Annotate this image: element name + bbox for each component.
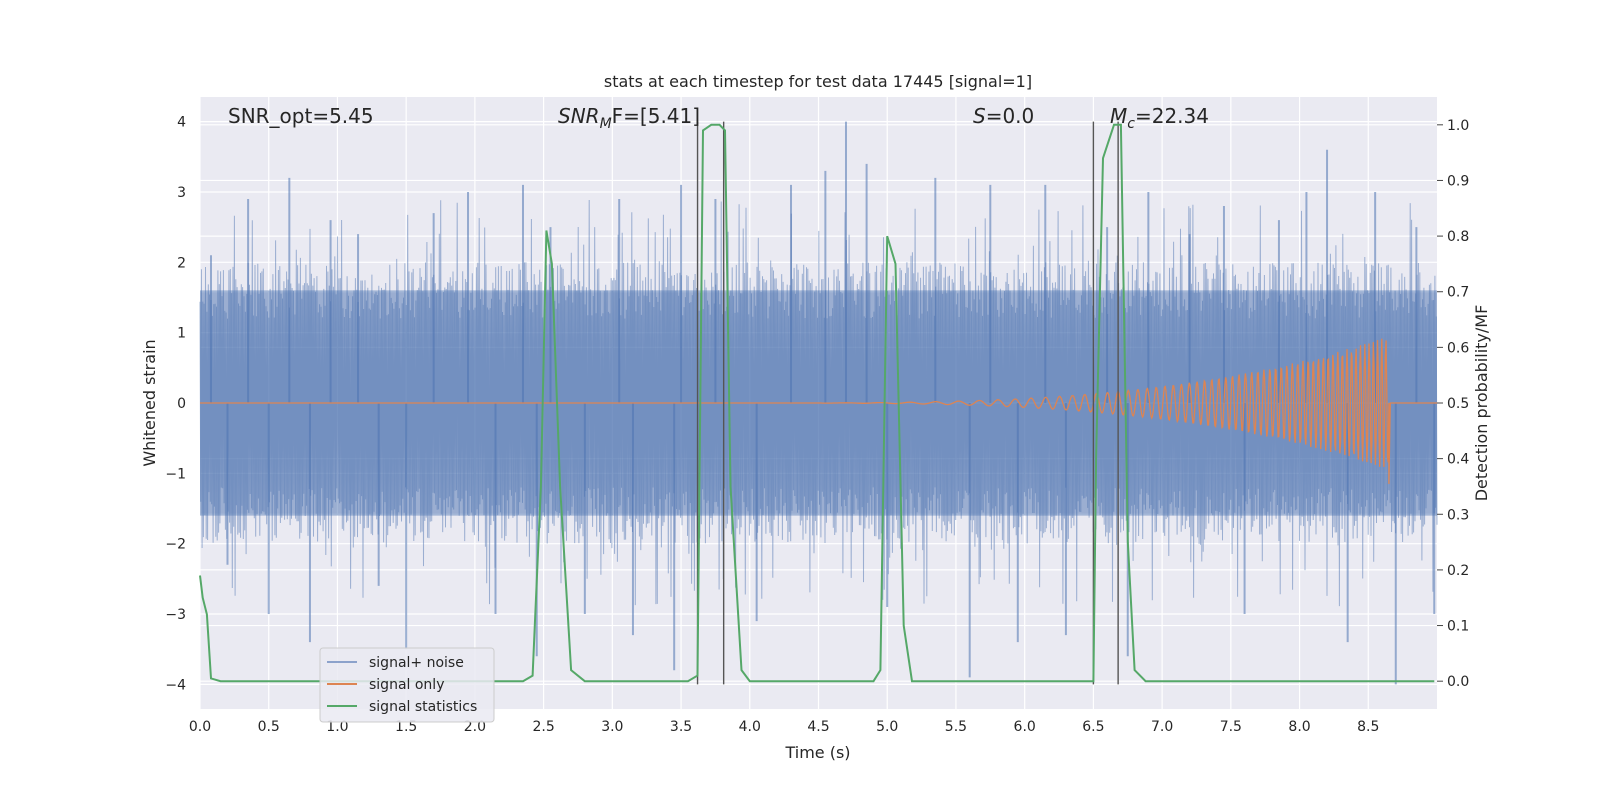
snr-mf-sub: M (600, 116, 612, 132)
right-y-tick-label: 0.6 (1447, 340, 1469, 356)
legend-label-signal-statistics: signal statistics (369, 699, 477, 715)
left-y-tick-label: 2 (177, 255, 186, 271)
right-y-tick-label: 0.8 (1447, 229, 1469, 245)
x-tick-label: 1.5 (395, 719, 417, 735)
left-y-tick-label: 4 (177, 115, 186, 131)
signal-statistics-line (199, 123, 1435, 683)
left-y-tick-label: 0 (177, 396, 186, 412)
s-value: =0.0 (986, 104, 1035, 128)
legend-label-signal-plus-noise: signal+ noise (369, 655, 464, 671)
legend-box (319, 647, 495, 723)
x-tick-label: 1.0 (326, 719, 348, 735)
right-y-axis-ticks: 1.0 0.9 0.8 0.7 0.6 0.5 0.4 0.3 0.2 0.1 0.0 (1437, 118, 1469, 690)
right-y-tick-label: 0.1 (1447, 619, 1469, 635)
x-tick-label: 8.5 (1357, 719, 1379, 735)
right-y-tick-label: 0.7 (1447, 285, 1469, 301)
left-y-tick-label: 1 (177, 326, 186, 342)
right-y-tick-label: 0.5 (1447, 396, 1469, 412)
series-signal-only (200, 338, 1437, 484)
x-tick-label: 8.0 (1288, 719, 1310, 735)
left-y-axis-ticks: 4 3 2 1 0 −1 −2 −3 −4 (165, 115, 186, 694)
mc-symbol: M (1110, 104, 1127, 128)
right-y-tick-label: 0.2 (1447, 563, 1469, 579)
snr-mf-rest: F=[5.41] (612, 104, 700, 128)
mc-value: =22.34 (1135, 104, 1209, 128)
x-tick-label: 5.5 (945, 719, 967, 735)
annotation-mc: Mc=22.34 (1110, 104, 1209, 132)
x-tick-label: 7.0 (1151, 719, 1173, 735)
x-tick-label: 6.0 (1014, 719, 1036, 735)
left-y-tick-label: −2 (165, 537, 186, 553)
x-tick-label: 4.5 (807, 719, 829, 735)
x-tick-label: 2.5 (532, 719, 554, 735)
right-y-tick-label: 0.3 (1447, 507, 1469, 523)
snr-mf-base: SNR (558, 104, 600, 128)
left-y-tick-label: −3 (165, 607, 186, 623)
signal-only-trace (200, 338, 1437, 484)
right-y-axis-label: Detection probability/MF (1472, 305, 1491, 502)
left-y-axis-label: Whitened strain (140, 339, 159, 466)
right-y-tick-label: 1.0 (1447, 118, 1469, 134)
x-tick-label: 0.5 (258, 719, 280, 735)
x-axis-ticks: 0.0 0.5 1.0 1.5 2.0 2.5 3.0 3.5 4.0 4.5 5.0 5.5 6.0 6… (189, 719, 1380, 735)
left-y-tick-label: 3 (177, 185, 186, 201)
left-y-tick-label: −1 (165, 466, 186, 482)
x-tick-label: 6.5 (1082, 719, 1104, 735)
x-tick-label: 0.0 (189, 719, 211, 735)
legend: signal+ noise signal only signal statist… (319, 647, 495, 723)
s-symbol: S (973, 104, 986, 128)
annotation-snr-opt: SNR_opt=5.45 (228, 104, 374, 128)
annotation-s: S=0.0 (973, 104, 1034, 128)
right-y-tick-label: 0.4 (1447, 452, 1469, 468)
mc-sub: c (1127, 116, 1135, 132)
legend-label-signal-only: signal only (369, 677, 444, 693)
right-y-tick-label: 0.0 (1447, 674, 1469, 690)
x-axis-label: Time (s) (784, 743, 850, 762)
x-tick-label: 3.5 (670, 719, 692, 735)
left-y-tick-label: −4 (165, 677, 186, 693)
x-tick-label: 3.0 (601, 719, 623, 735)
annotation-snr-mf: SNRMF=[5.41] (558, 104, 700, 132)
x-tick-label: 4.0 (739, 719, 761, 735)
series-signal-statistics (199, 123, 1435, 683)
right-y-tick-label: 0.9 (1447, 173, 1469, 189)
x-tick-label: 5.0 (876, 719, 898, 735)
x-tick-label: 2.0 (464, 719, 486, 735)
x-tick-label: 7.5 (1220, 719, 1242, 735)
chart-title: stats at each timestep for test data 174… (604, 72, 1032, 91)
